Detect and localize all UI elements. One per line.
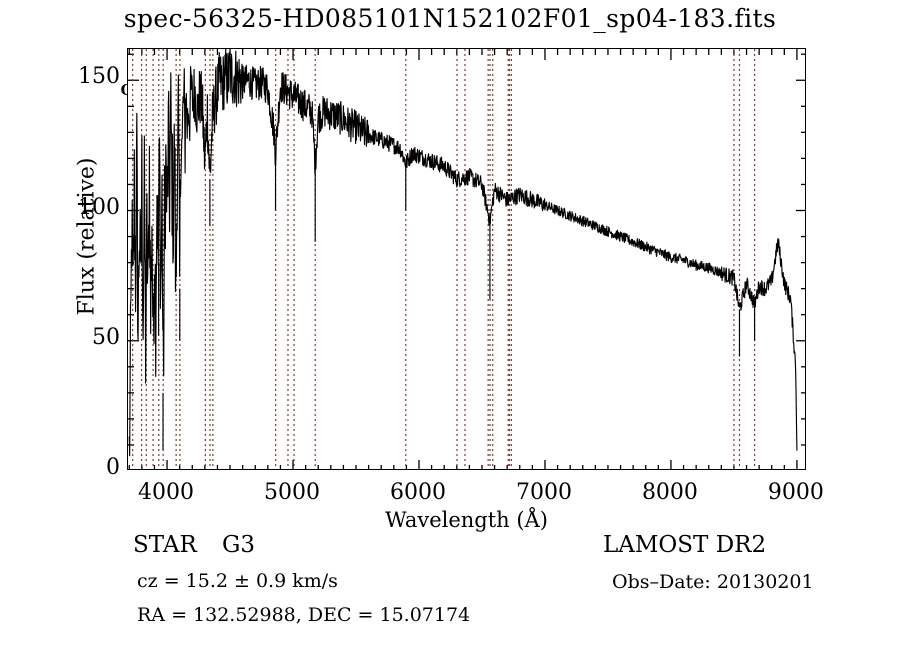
spectrum-canvas xyxy=(128,49,805,469)
y-tick-label: 0 xyxy=(106,455,120,480)
object-type-label: STAR xyxy=(133,532,197,558)
x-axis-title: Wavelength (Å) xyxy=(385,508,548,532)
x-tick-label: 7000 xyxy=(515,480,572,505)
y-tick-label: 50 xyxy=(92,324,120,350)
x-tick-label: 8000 xyxy=(641,480,698,505)
x-tick-label: 5000 xyxy=(264,480,321,505)
plot-area xyxy=(127,48,806,470)
y-tick-label: 100 xyxy=(78,194,120,220)
x-tick-label: 4000 xyxy=(138,480,195,505)
page-title: spec-56325-HD085101N152102F01_sp04-183.f… xyxy=(123,4,777,33)
survey-label: LAMOST DR2 xyxy=(603,532,767,558)
y-tick-label: 150 xyxy=(78,64,120,90)
coords-label: RA = 132.52988, DEC = 15.07174 xyxy=(137,604,471,626)
x-tick-label: 6000 xyxy=(390,480,446,505)
y-axis-labels: Flux (relative) 0 50 100 150 xyxy=(40,0,121,649)
spectral-class-label: G3 xyxy=(222,532,256,558)
cz-label: cz = 15.2 ± 0.9 km/s xyxy=(137,570,338,592)
x-tick-label: 9000 xyxy=(767,480,824,505)
obs-date-label: Obs–Date: 20130201 xyxy=(612,571,814,593)
